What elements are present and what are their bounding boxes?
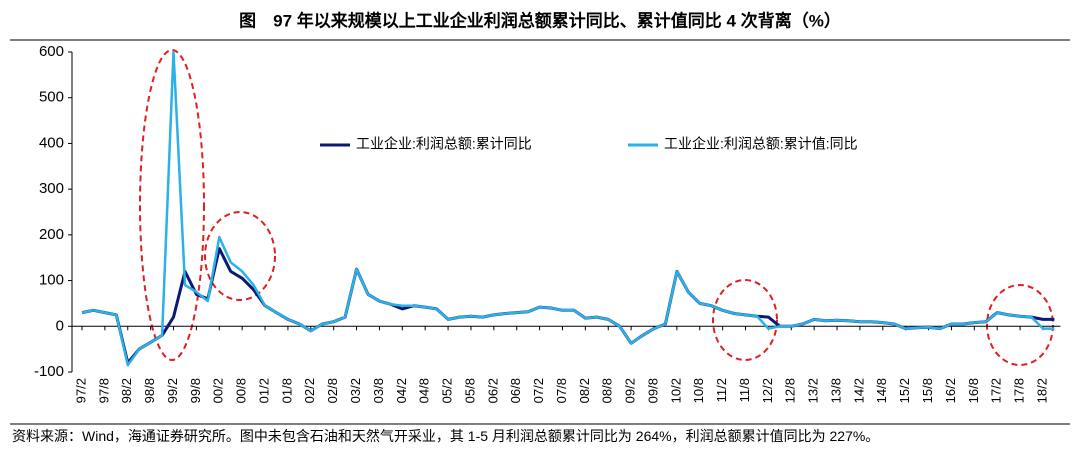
x-tick-label: 06/2 <box>485 378 500 403</box>
x-tick-label: 97/2 <box>73 378 88 403</box>
x-tick-label: 09/8 <box>645 378 660 403</box>
x-tick-label: 97/8 <box>96 378 111 403</box>
x-tick-label: 05/8 <box>462 378 477 403</box>
x-tick-label: 17/2 <box>989 378 1004 403</box>
x-tick-label: 03/2 <box>348 378 363 403</box>
x-tick-label: 98/8 <box>142 378 157 403</box>
x-tick-label: 18/2 <box>1034 378 1049 403</box>
series-line <box>81 247 1055 365</box>
y-tick-label: 200 <box>39 226 64 243</box>
x-tick-label: 04/2 <box>394 378 409 403</box>
x-tick-label: 16/2 <box>943 378 958 403</box>
x-tick-label: 15/8 <box>920 378 935 403</box>
series-line <box>81 50 1055 367</box>
x-tick-label: 09/2 <box>623 378 638 403</box>
highlight <box>986 284 1054 366</box>
x-tick-label: 10/2 <box>668 378 683 403</box>
x-tick-label: 12/8 <box>783 378 798 403</box>
x-tick-label: 14/8 <box>874 378 889 403</box>
x-tick-label: 07/2 <box>531 378 546 403</box>
x-tick-label: 00/2 <box>211 378 226 403</box>
legend-label: 工业企业:利润总额:累计同比 <box>356 136 532 152</box>
y-tick-label: 500 <box>39 89 64 106</box>
highlight-ellipses <box>139 49 1054 366</box>
y-tick-label: 100 <box>39 272 64 289</box>
x-tick-label: 03/8 <box>371 378 386 403</box>
y-tick-label: 300 <box>39 180 64 197</box>
x-tick-label: 00/8 <box>234 378 249 403</box>
x-tick-label: 11/8 <box>737 378 752 402</box>
x-tick-label: 01/8 <box>279 378 294 403</box>
chart-title: 图 97 年以来规模以上工业企业利润总额累计同比、累计值同比 4 次背离（%） <box>239 10 841 30</box>
x-tick-label: 13/2 <box>806 378 821 403</box>
y-tick-label: 0 <box>56 317 64 334</box>
x-tick-label: 15/2 <box>897 378 912 403</box>
highlight <box>712 279 778 361</box>
x-tick-label: 98/2 <box>119 378 134 403</box>
x-tick-label: 06/8 <box>508 378 523 403</box>
x-tick-label: 05/2 <box>440 378 455 403</box>
highlight <box>139 49 205 361</box>
x-tick-label: 07/8 <box>554 378 569 403</box>
x-tick-label: 99/8 <box>188 378 203 403</box>
x-tick-label: 17/8 <box>1012 378 1027 403</box>
x-tick-label: 02/8 <box>325 378 340 403</box>
x-tick-label: 10/8 <box>691 378 706 403</box>
x-tick-label: 04/8 <box>417 378 432 403</box>
x-tick-label: 01/2 <box>256 378 271 403</box>
y-tick-label: -100 <box>34 363 64 380</box>
y-tick-label: 600 <box>39 43 64 60</box>
x-tick-label: 14/2 <box>851 378 866 403</box>
x-tick-label: 12/2 <box>760 378 775 403</box>
x-tick-label: 08/8 <box>600 378 615 403</box>
highlight <box>204 211 276 301</box>
x-tick-label: 16/8 <box>966 378 981 403</box>
note-box: 资料来源：Wind，海通证券研究所。图中未包含石油和天然气开采业，其 1-5 月… <box>12 428 880 444</box>
x-tick-label: 13/8 <box>828 378 843 403</box>
x-tick-label: 11/2 <box>714 378 729 402</box>
x-tick-label: 02/2 <box>302 378 317 403</box>
source-note: 资料来源：Wind，海通证券研究所。图中未包含石油和天然气开采业，其 1-5 月… <box>12 428 880 444</box>
x-tick-label: 99/2 <box>165 378 180 403</box>
x-tick-label: 08/2 <box>577 378 592 403</box>
y-tick-label: 400 <box>39 134 64 151</box>
legend-label: 工业企业:利润总额:累计值:同比 <box>664 136 858 152</box>
